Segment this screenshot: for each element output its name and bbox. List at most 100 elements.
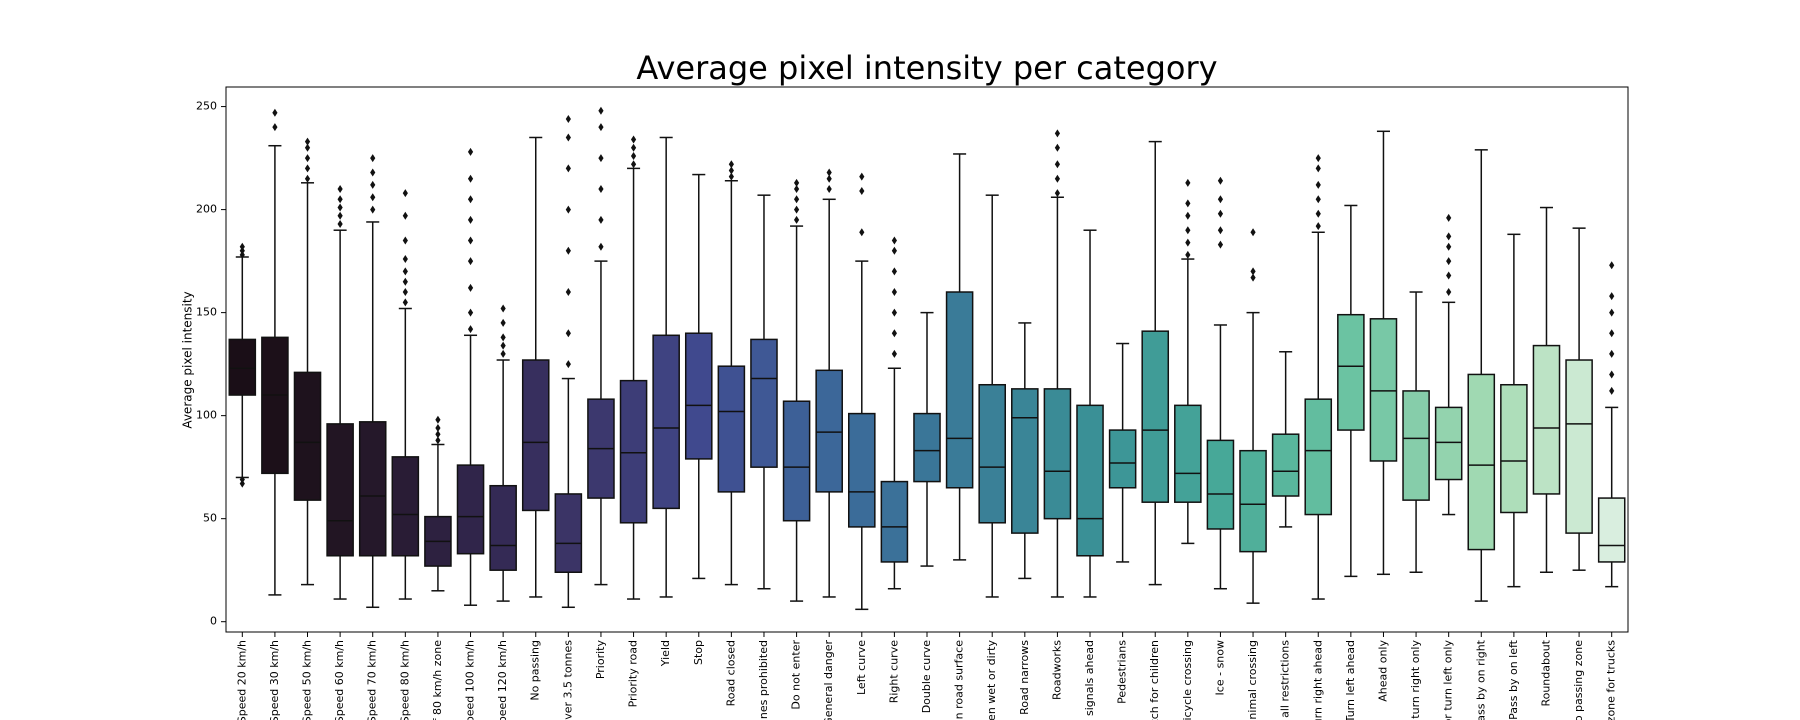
x-tick-label: Road narrows	[1018, 640, 1031, 715]
outlier	[1609, 292, 1615, 301]
outlier	[891, 329, 897, 338]
outlier	[1185, 211, 1191, 220]
x-tick-label: g zone for trucks	[1605, 640, 1618, 720]
outlier	[891, 267, 897, 276]
outlier	[1250, 267, 1256, 276]
outlier	[1185, 250, 1191, 259]
outlier	[793, 215, 800, 224]
box	[391, 456, 420, 557]
outlier	[598, 106, 604, 115]
box	[293, 371, 322, 501]
y-tick-label: 0	[210, 615, 217, 628]
outlier	[467, 174, 474, 183]
x-tick-label: of all restrictions	[1279, 640, 1292, 720]
box	[1304, 398, 1333, 516]
x-tick-label: Right curve	[887, 640, 900, 704]
x-tick-label: No passing	[529, 640, 542, 701]
outlier	[337, 220, 343, 229]
outlier	[1446, 271, 1452, 280]
outlier	[337, 203, 343, 212]
box	[847, 412, 876, 528]
box	[619, 379, 648, 524]
x-tick-label: Ice - snow	[1213, 640, 1226, 695]
outlier	[1609, 370, 1615, 379]
x-tick-label: k Speed 70 km/h	[366, 640, 379, 720]
x-tick-label: atch for children	[1148, 640, 1161, 720]
x-tick-label: k Speed 60 km/h	[333, 640, 346, 720]
outlier	[1185, 199, 1191, 208]
outlier	[304, 137, 311, 146]
outlier	[467, 257, 474, 266]
outlier	[826, 168, 832, 177]
outlier	[1217, 209, 1224, 218]
x-tick-label: Ahead only	[1376, 640, 1389, 702]
outlier	[630, 152, 637, 161]
outlier	[370, 154, 376, 163]
box	[750, 338, 778, 468]
outlier	[598, 154, 604, 163]
outlier	[435, 430, 441, 439]
outlier	[728, 166, 734, 175]
chart-title: Average pixel intensity per category	[636, 49, 1217, 87]
outlier	[891, 236, 897, 245]
x-tick-label: ic signals ahead	[1083, 640, 1096, 720]
outlier	[1054, 189, 1061, 198]
box	[1174, 404, 1202, 503]
outlier	[500, 304, 506, 313]
outlier	[891, 308, 897, 317]
x-tick-label: Double curve	[920, 640, 933, 714]
box	[228, 338, 257, 396]
outlier	[565, 114, 571, 123]
box	[554, 493, 583, 573]
outlier	[435, 436, 441, 445]
outlier	[402, 255, 408, 264]
box	[1271, 433, 1300, 497]
outlier	[304, 154, 311, 163]
outlier	[467, 325, 474, 334]
outlier	[1054, 143, 1061, 152]
outlier	[1315, 154, 1321, 163]
box	[358, 421, 387, 557]
outlier	[793, 178, 800, 187]
outlier	[467, 147, 474, 156]
outlier	[826, 174, 832, 183]
x-tick-label: of 80 km/h zone	[431, 640, 444, 720]
outlier	[859, 172, 865, 181]
outlier	[402, 236, 408, 245]
x-tick-label: Turn left ahead	[1344, 640, 1357, 720]
box	[1206, 439, 1235, 530]
x-tick-label: Road closed	[724, 640, 737, 706]
x-tick-label: Yield	[659, 640, 672, 667]
outlier	[630, 135, 637, 144]
y-tick-label: 250	[196, 100, 217, 113]
box	[684, 332, 713, 460]
outlier	[1609, 386, 1615, 395]
y-tick-label: 50	[203, 512, 217, 525]
box	[1076, 404, 1104, 557]
outlier	[272, 123, 278, 132]
outlier	[630, 143, 637, 152]
x-tick-label: ven road surface	[953, 640, 966, 720]
y-tick-label: 150	[196, 306, 217, 319]
x-tick-label: Turn right ahead	[1311, 640, 1324, 720]
outlier	[826, 184, 832, 193]
outlier	[598, 184, 604, 193]
box	[1500, 383, 1528, 514]
box	[1337, 313, 1365, 431]
x-tick-label: over 3.5 tonnes	[561, 640, 574, 720]
box	[782, 400, 811, 522]
outlier	[565, 360, 571, 369]
outlier	[598, 242, 604, 251]
outlier	[565, 329, 571, 338]
outlier	[1315, 180, 1321, 189]
box	[945, 291, 974, 489]
box	[521, 359, 550, 512]
y-tick-label: 200	[196, 203, 217, 216]
x-tick-label: or turn left only	[1442, 640, 1455, 720]
x-tick-label: animal crossing	[1246, 640, 1259, 720]
x-tick-label: Stop	[692, 640, 705, 665]
outlier	[1250, 273, 1256, 282]
box	[880, 480, 909, 563]
x-tick-label: Pedestrians	[1116, 640, 1129, 704]
outlier	[402, 211, 408, 220]
